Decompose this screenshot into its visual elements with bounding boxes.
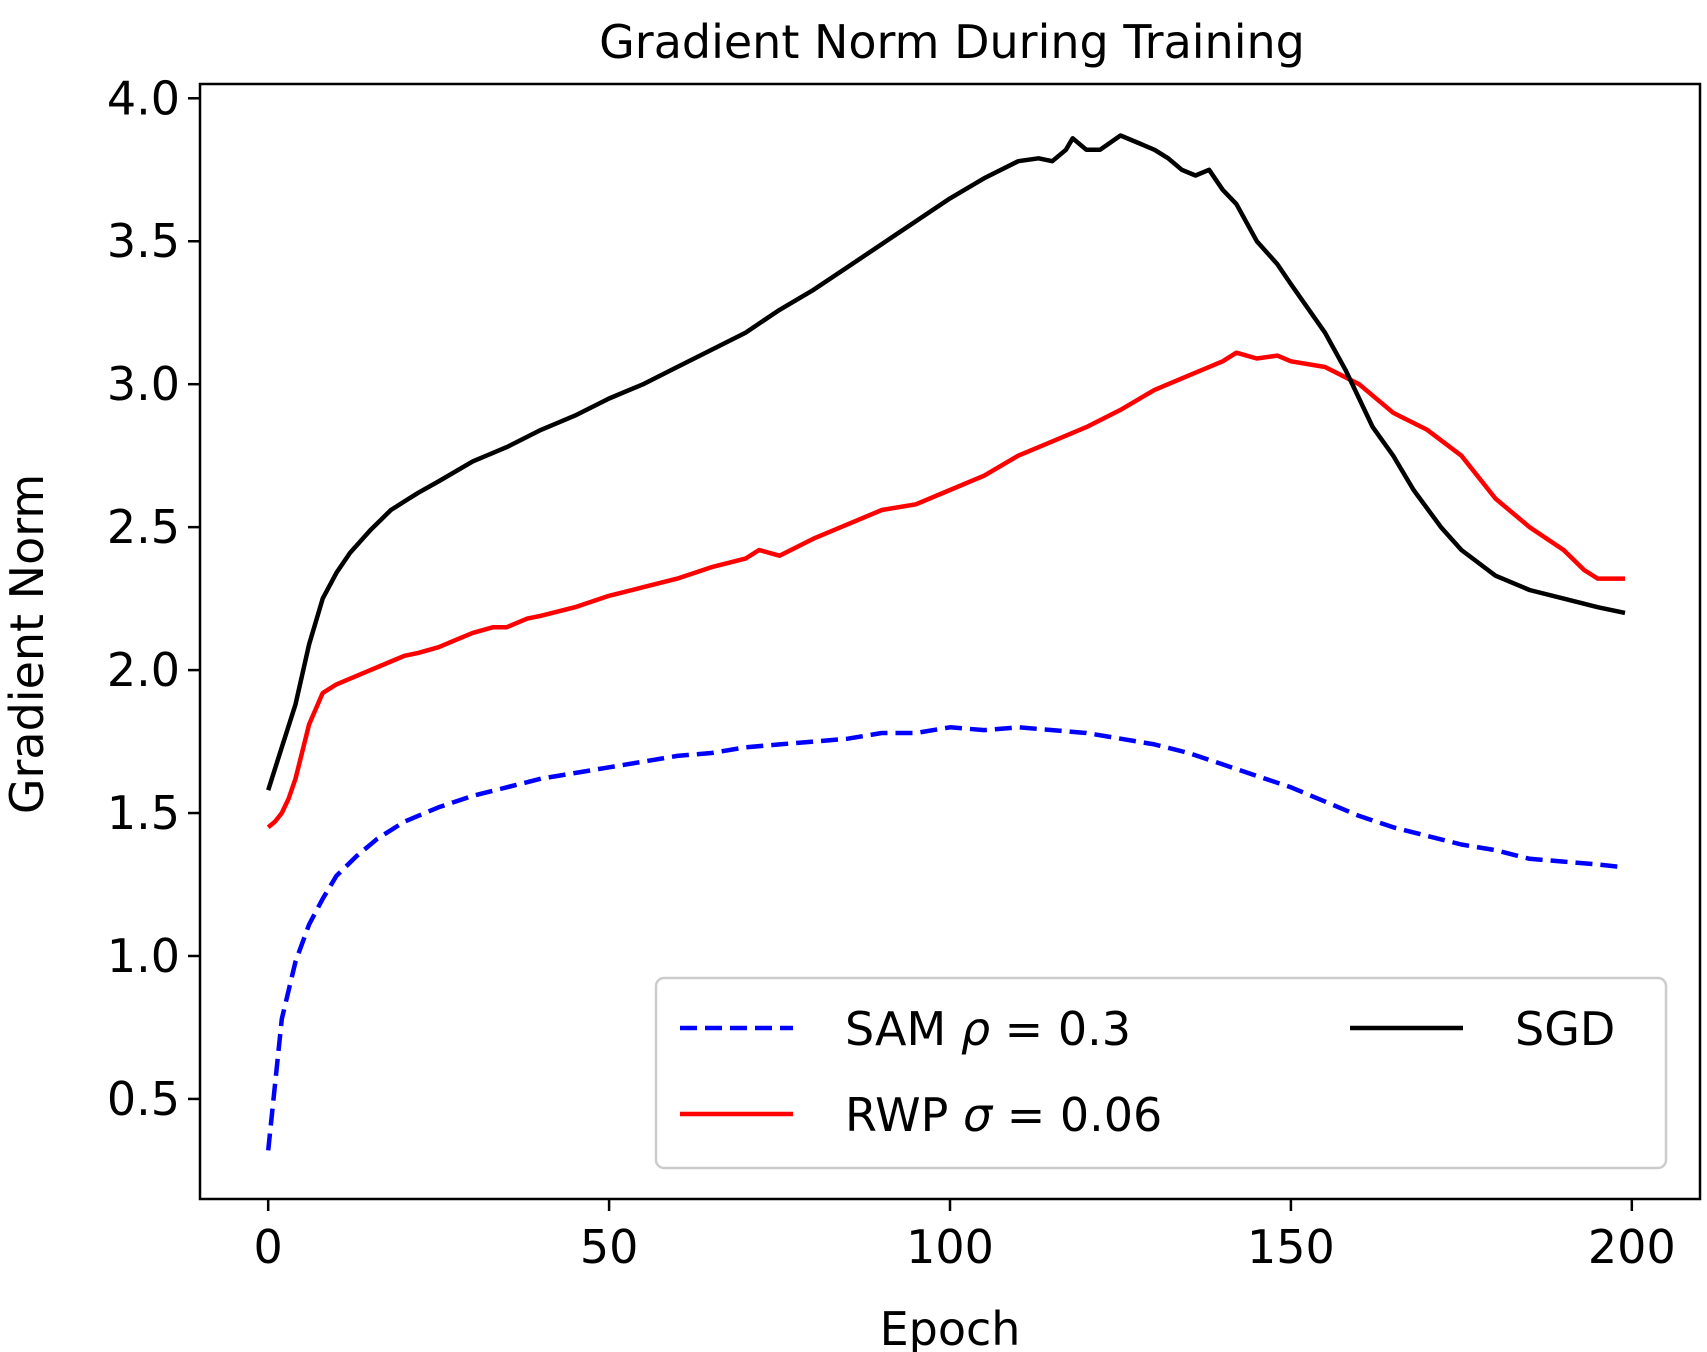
x-axis-label: Epoch [880, 1302, 1021, 1352]
y-tick-label: 0.5 [107, 1072, 180, 1126]
series-line-sgd [266, 133, 1626, 791]
x-tick-label: 50 [580, 1220, 639, 1274]
y-tick-label: 2.5 [107, 500, 180, 554]
x-tick-label: 200 [1588, 1220, 1676, 1274]
x-tick-label: 150 [1247, 1220, 1335, 1274]
y-tick-label: 1.5 [107, 786, 180, 840]
y-tick-label: 1.0 [107, 929, 180, 983]
legend-label-rwp-main: RWP [845, 1088, 963, 1142]
legend: SAM ρ = 0.3 RWP σ = 0.06 SGD [654, 976, 1668, 1170]
legend-box [654, 976, 1668, 1170]
y-tick-label: 2.0 [107, 643, 180, 697]
y-tick-label: 4.0 [107, 71, 180, 125]
legend-label-rwp: RWP σ = 0.06 [845, 1088, 1162, 1142]
y-axis-label: Gradient Norm [0, 474, 54, 814]
legend-label-sam-main: SAM [845, 1002, 961, 1056]
legend-label-rwp-symbol: σ [963, 1088, 994, 1142]
series-line-sam [265, 725, 1626, 1151]
legend-label-sam-symbol: ρ [961, 1002, 990, 1056]
legend-label-sam: SAM ρ = 0.3 [845, 1002, 1131, 1056]
x-tick-label: 0 [254, 1220, 283, 1274]
y-tick-label: 3.0 [107, 357, 180, 411]
ticks-layer: 0.5 1.0 1.5 2.0 2.5 3.0 3.5 4.0 0 50 100 150 200 [107, 71, 1676, 1274]
chart-title: Gradient Norm During Training [599, 15, 1305, 69]
legend-label-rwp-value: = 0.06 [992, 1088, 1162, 1142]
x-tick-label: 100 [906, 1220, 994, 1274]
series-layer [265, 133, 1626, 1151]
legend-label-sam-value: = 0.3 [990, 1002, 1131, 1056]
legend-label-sgd: SGD [1515, 1002, 1615, 1056]
y-tick-label: 3.5 [107, 214, 180, 268]
